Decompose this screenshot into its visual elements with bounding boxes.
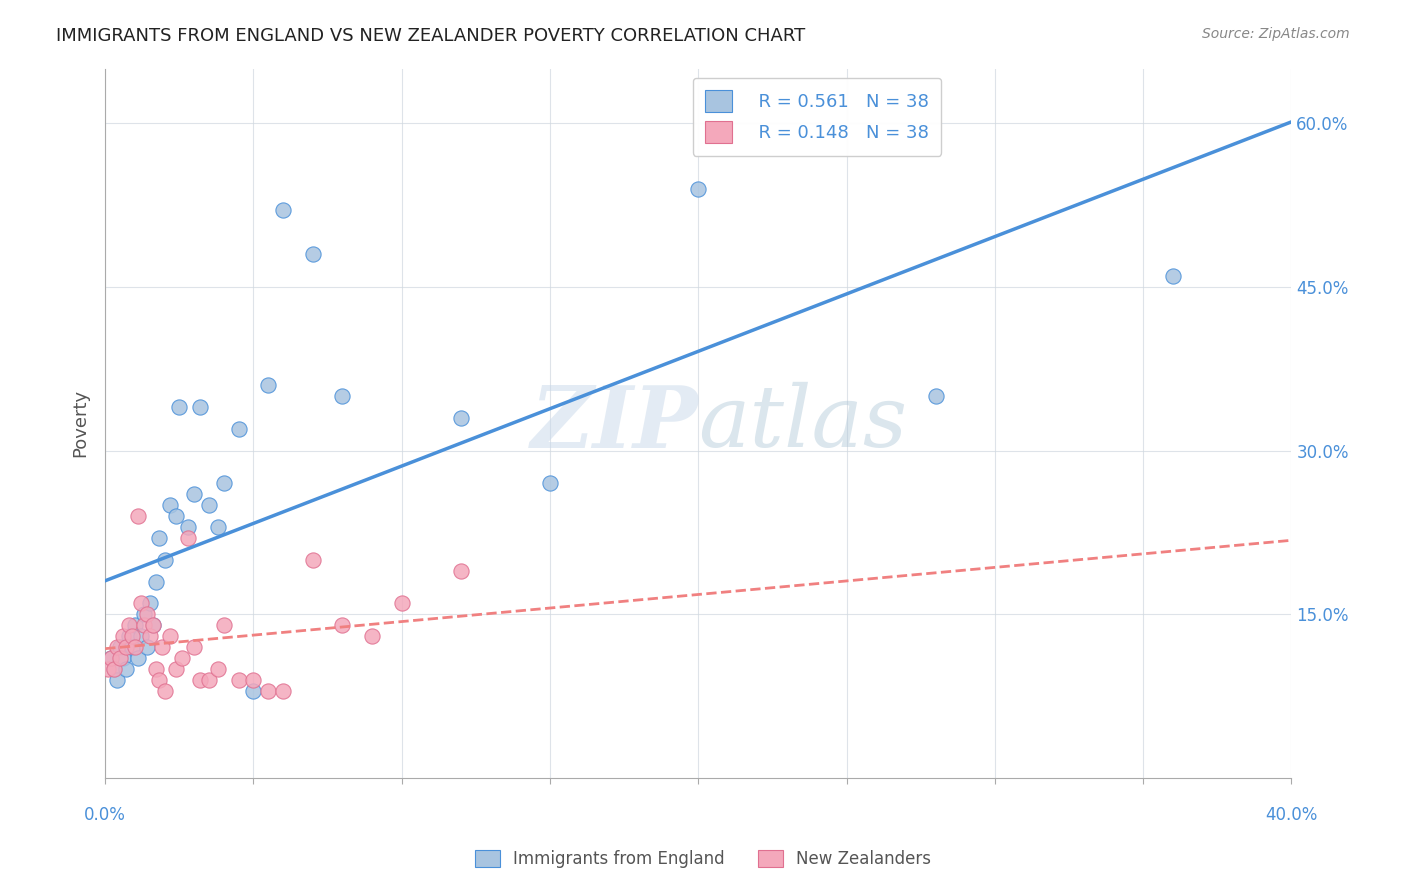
Point xyxy=(391,596,413,610)
Point xyxy=(159,629,181,643)
Point xyxy=(450,410,472,425)
Point xyxy=(111,651,134,665)
Point xyxy=(257,378,280,392)
Point xyxy=(148,531,170,545)
Point xyxy=(150,640,173,654)
Text: 40.0%: 40.0% xyxy=(1265,806,1317,824)
Point xyxy=(153,683,176,698)
Text: IMMIGRANTS FROM ENGLAND VS NEW ZEALANDER POVERTY CORRELATION CHART: IMMIGRANTS FROM ENGLAND VS NEW ZEALANDER… xyxy=(56,27,806,45)
Point xyxy=(100,651,122,665)
Point xyxy=(301,552,323,566)
Point xyxy=(361,629,384,643)
Point xyxy=(135,640,157,654)
Point xyxy=(138,596,160,610)
Point xyxy=(111,629,134,643)
Point xyxy=(183,640,205,654)
Point xyxy=(127,509,149,524)
Point xyxy=(538,476,561,491)
Point xyxy=(450,564,472,578)
Point xyxy=(103,662,125,676)
Text: atlas: atlas xyxy=(699,382,907,465)
Point xyxy=(108,640,131,654)
Point xyxy=(145,662,167,676)
Point xyxy=(129,596,152,610)
Point xyxy=(212,618,235,632)
Point xyxy=(127,651,149,665)
Legend: Immigrants from England, New Zealanders: Immigrants from England, New Zealanders xyxy=(468,843,938,875)
Point xyxy=(183,487,205,501)
Point xyxy=(228,422,250,436)
Point xyxy=(142,618,165,632)
Point xyxy=(138,629,160,643)
Point xyxy=(148,673,170,687)
Point xyxy=(135,607,157,622)
Point xyxy=(207,662,229,676)
Point xyxy=(198,673,221,687)
Text: Source: ZipAtlas.com: Source: ZipAtlas.com xyxy=(1202,27,1350,41)
Point xyxy=(688,181,710,195)
Point xyxy=(105,673,128,687)
Point xyxy=(212,476,235,491)
Text: ZIP: ZIP xyxy=(530,382,699,465)
Point xyxy=(121,640,143,654)
Point xyxy=(228,673,250,687)
Point xyxy=(115,662,138,676)
Point xyxy=(108,651,131,665)
Point xyxy=(257,683,280,698)
Legend:   R = 0.561   N = 38,   R = 0.148   N = 38: R = 0.561 N = 38, R = 0.148 N = 38 xyxy=(693,78,941,156)
Point xyxy=(169,400,191,414)
Point xyxy=(271,203,294,218)
Point xyxy=(177,531,200,545)
Point xyxy=(118,629,141,643)
Point xyxy=(103,662,125,676)
Point xyxy=(172,651,194,665)
Point xyxy=(177,520,200,534)
Point xyxy=(124,618,146,632)
Point xyxy=(1161,268,1184,283)
Text: 0.0%: 0.0% xyxy=(84,806,127,824)
Point xyxy=(145,574,167,589)
Point xyxy=(118,618,141,632)
Point xyxy=(332,618,354,632)
Point xyxy=(207,520,229,534)
Point xyxy=(142,618,165,632)
Point xyxy=(188,673,211,687)
Point xyxy=(242,683,264,698)
Point xyxy=(129,629,152,643)
Point xyxy=(188,400,211,414)
Point xyxy=(97,662,120,676)
Point xyxy=(153,552,176,566)
Point xyxy=(165,662,187,676)
Point xyxy=(198,498,221,512)
Point xyxy=(332,389,354,403)
Point xyxy=(301,247,323,261)
Point xyxy=(124,640,146,654)
Point xyxy=(115,640,138,654)
Point xyxy=(159,498,181,512)
Y-axis label: Poverty: Poverty xyxy=(72,389,89,458)
Point xyxy=(105,640,128,654)
Point xyxy=(132,618,155,632)
Point xyxy=(121,629,143,643)
Point xyxy=(132,607,155,622)
Point xyxy=(165,509,187,524)
Point xyxy=(242,673,264,687)
Point xyxy=(924,389,946,403)
Point xyxy=(100,651,122,665)
Point xyxy=(271,683,294,698)
